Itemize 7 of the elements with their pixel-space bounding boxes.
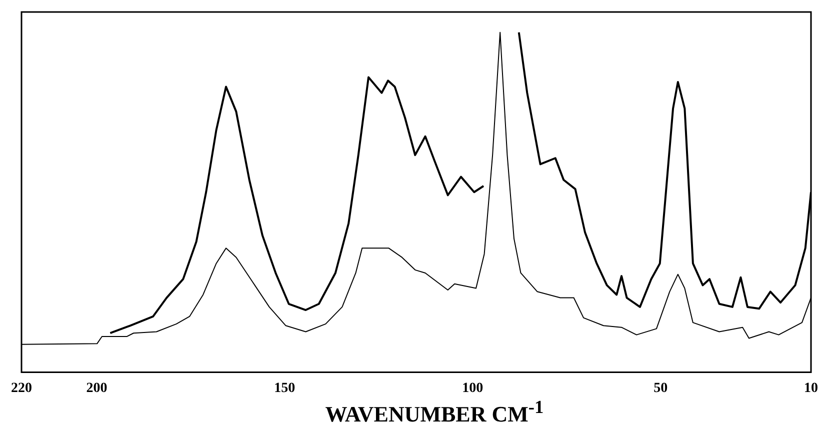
x-tick-label: 220 xyxy=(11,381,32,396)
x-tick-label: 50 xyxy=(654,381,668,396)
x-tick-label: 100 xyxy=(462,381,484,396)
x-axis-title: WAVENUMBER CM$^{-1}$ xyxy=(325,397,544,426)
x-tick-label: 150 xyxy=(274,381,296,396)
x-tick-label: 200 xyxy=(86,381,108,396)
x-tick-label: 10 xyxy=(804,381,818,396)
